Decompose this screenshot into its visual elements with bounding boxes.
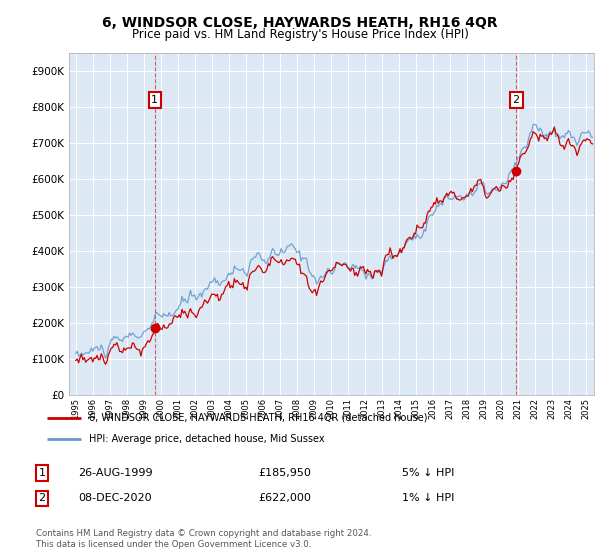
Text: 2: 2 (512, 95, 520, 105)
Text: 6, WINDSOR CLOSE, HAYWARDS HEATH, RH16 4QR (detached house): 6, WINDSOR CLOSE, HAYWARDS HEATH, RH16 4… (89, 413, 427, 423)
Text: 1: 1 (38, 468, 46, 478)
Text: 08-DEC-2020: 08-DEC-2020 (78, 493, 152, 503)
Text: Contains HM Land Registry data © Crown copyright and database right 2024.
This d: Contains HM Land Registry data © Crown c… (36, 529, 371, 549)
Text: £622,000: £622,000 (258, 493, 311, 503)
Text: £185,950: £185,950 (258, 468, 311, 478)
Text: 1: 1 (151, 95, 158, 105)
Text: 1% ↓ HPI: 1% ↓ HPI (402, 493, 454, 503)
Text: 26-AUG-1999: 26-AUG-1999 (78, 468, 152, 478)
Text: 2: 2 (38, 493, 46, 503)
Text: 5% ↓ HPI: 5% ↓ HPI (402, 468, 454, 478)
Text: HPI: Average price, detached house, Mid Sussex: HPI: Average price, detached house, Mid … (89, 435, 325, 444)
Text: 6, WINDSOR CLOSE, HAYWARDS HEATH, RH16 4QR: 6, WINDSOR CLOSE, HAYWARDS HEATH, RH16 4… (102, 16, 498, 30)
Text: Price paid vs. HM Land Registry's House Price Index (HPI): Price paid vs. HM Land Registry's House … (131, 28, 469, 41)
